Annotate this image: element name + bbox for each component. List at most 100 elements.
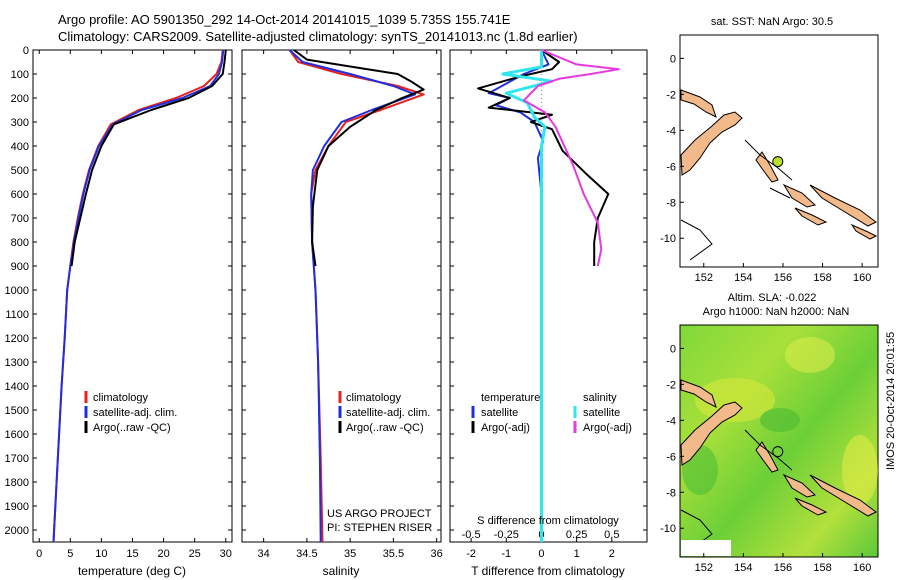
s-diff-tick-label: 0.25 — [566, 529, 587, 541]
x-tick-label: 35 — [344, 548, 356, 560]
sla-map-axes — [679, 324, 879, 558]
lat-tick-label: -10 — [660, 523, 676, 535]
sla-white-patch — [681, 540, 731, 556]
salinity-panel: 34 34.5 35 35.5 36 salinity climatology sate… — [241, 49, 443, 578]
temperature-legend: climatology satellite-adj. clim. Argo(..… — [84, 391, 177, 434]
diff-legend-ssat: satellite — [583, 407, 620, 419]
x-tick-label: 34.5 — [296, 548, 317, 560]
argo-location-marker — [772, 156, 784, 168]
sst-map-coastlines — [680, 89, 878, 261]
argo-location-marker-sla — [772, 446, 784, 458]
sla-land-bougainville — [755, 441, 779, 473]
x-tick-label: 35.5 — [383, 548, 404, 560]
x-tick-label: -1 — [501, 548, 511, 560]
lat-tick-label: -6 — [666, 161, 676, 173]
sst-map-title: sat. SST: NaN Argo: 30.5 — [711, 16, 833, 28]
lat-tick-label: -8 — [666, 487, 676, 499]
lon-tick-label: 154 — [734, 562, 752, 574]
temp-legend-sat: satellite-adj. clim. — [93, 407, 177, 419]
temperature-xlabel: temperature (deg C) — [78, 564, 186, 578]
sla-map-subtitle: Argo h1000: NaN h2000: NaN — [703, 306, 850, 318]
climatology-title: Climatology: CARS2009. Satellite-adjuste… — [58, 29, 578, 44]
depth-tick-label: 1500 — [5, 405, 29, 417]
temperature-axes — [32, 49, 233, 543]
depth-tick-label: 1300 — [5, 357, 29, 369]
difference-lines — [477, 49, 620, 542]
difference-axes — [449, 49, 648, 543]
sla-land-solomons-2 — [809, 474, 877, 517]
s-diff-tick-label: -0.25 — [494, 529, 519, 541]
land-solomons-2 — [809, 184, 877, 227]
x-tick-label: 34 — [258, 548, 270, 560]
lon-tick-label: 160 — [853, 562, 871, 574]
depth-tick-label: 1100 — [5, 309, 29, 321]
x-tick-label: -2 — [466, 548, 476, 560]
x-tick-label: 0 — [538, 548, 544, 560]
sla-map-title: Altim. SLA: -0.022 — [728, 292, 817, 304]
depth-tick-label: 300 — [11, 117, 29, 129]
x-tick-label: 2 — [609, 548, 615, 560]
sla-land-solomons-1 — [782, 473, 817, 498]
depth-tick-label: 500 — [11, 165, 29, 177]
depth-tick-label: 400 — [11, 141, 29, 153]
lat-tick-label: -4 — [666, 125, 676, 137]
sla-blob-2 — [785, 337, 835, 373]
diff-legend-sargo: Argo(-adj) — [583, 422, 632, 434]
sla-land-new-guinea-tip — [680, 379, 717, 408]
series-line-2 — [501, 50, 554, 542]
depth-tick-label: 100 — [11, 69, 29, 81]
s-diff-tick-label: 0.5 — [604, 529, 619, 541]
salinity-legend: climatology satellite-adj. clim. Argo(..… — [327, 391, 432, 534]
difference-legend: temperature salinity satellite Argo(-adj… — [471, 392, 632, 434]
x-tick-label: 5 — [67, 548, 73, 560]
project-annotation: US ARGO PROJECT — [327, 508, 432, 520]
land-bougainville — [755, 151, 779, 183]
lon-tick-label: 154 — [734, 272, 752, 284]
sst-map-ticks: 152 154 156 158 160 -10 -8 -6 -4 -2 0 — [660, 53, 871, 284]
lat-tick-label: -2 — [666, 89, 676, 101]
sst-map-axes — [679, 34, 879, 268]
depth-tick-label: 1200 — [5, 333, 29, 345]
lon-tick-label: 156 — [774, 272, 792, 284]
temperature-ticks: 0100200300400500600700800900100011001200… — [5, 45, 232, 560]
s-diff-xlabel: S difference from climatology — [477, 515, 619, 527]
temperature-lines — [52, 49, 227, 543]
lat-tick-label: -6 — [666, 451, 676, 463]
sla-land-solomons-3 — [794, 497, 828, 516]
depth-tick-label: 0 — [23, 45, 29, 57]
salinity-axes — [241, 49, 442, 543]
depth-tick-label: 1800 — [5, 477, 29, 489]
sla-map-blobs — [682, 337, 878, 505]
temp-legend-clim: climatology — [93, 392, 149, 404]
x-tick-label: 0 — [36, 548, 42, 560]
lon-tick-label: 156 — [774, 562, 792, 574]
land-new-guinea-tip — [680, 89, 717, 118]
sla-blob-5 — [760, 408, 800, 432]
salinity-xlabel: salinity — [323, 564, 360, 578]
sal-legend-argo: Argo(..raw -QC) — [346, 422, 424, 434]
depth-tick-label: 600 — [11, 189, 29, 201]
x-tick-label: 25 — [189, 548, 201, 560]
x-tick-label: 30 — [220, 548, 232, 560]
depth-tick-label: 1900 — [5, 501, 29, 513]
sst-map: sat. SST: NaN Argo: 30.5 152 154 156 158 160… — [660, 16, 879, 284]
profile-title: Argo profile: AO 5901350_292 14-Oct-2014… — [58, 12, 511, 27]
depth-tick-label: 2000 — [5, 525, 29, 537]
sla-map: Altim. SLA: -0.022 Argo h1000: NaN h2000… — [660, 292, 879, 574]
t-diff-xlabel: T difference from climatology — [471, 564, 625, 578]
sla-blob-1 — [695, 378, 775, 422]
depth-tick-label: 900 — [11, 261, 29, 273]
land-solomons-3 — [794, 207, 828, 226]
sla-map-coastlines — [680, 379, 877, 556]
series-line-3 — [522, 49, 620, 267]
legend-salinity-header: salinity — [583, 392, 617, 404]
x-tick-label: 36 — [431, 548, 443, 560]
x-tick-label: 15 — [126, 548, 138, 560]
sla-land-new-britain — [680, 401, 743, 466]
salinity-lines — [288, 49, 425, 543]
depth-tick-label: 700 — [11, 213, 29, 225]
land-new-britain — [680, 111, 743, 176]
depth-tick-label: 1700 — [5, 453, 29, 465]
